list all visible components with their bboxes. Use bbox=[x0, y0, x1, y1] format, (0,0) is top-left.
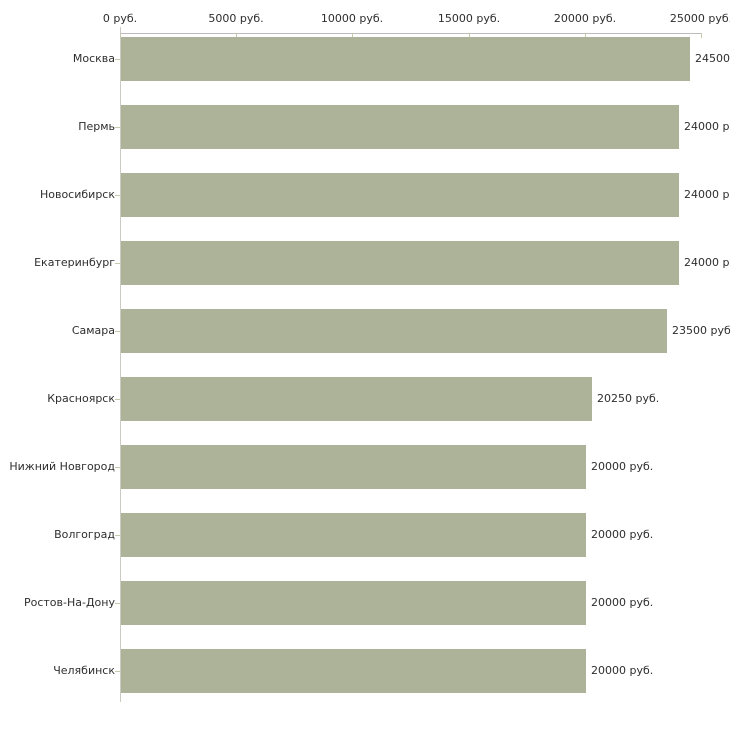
bar-value-label: 20000 руб. bbox=[591, 460, 654, 473]
bar bbox=[121, 105, 679, 149]
y-axis-line bbox=[120, 27, 121, 702]
bar-value-label: 24000 руб. bbox=[684, 256, 730, 269]
x-axis-tick-label: 25000 руб. bbox=[669, 12, 730, 25]
category-tick bbox=[115, 263, 120, 264]
category-tick bbox=[115, 331, 120, 332]
x-axis-tick-label: 15000 руб. bbox=[437, 12, 501, 25]
category-label: Волгоград bbox=[54, 528, 115, 541]
x-axis-tick-label: 5000 руб. bbox=[208, 12, 264, 25]
category-tick bbox=[115, 535, 120, 536]
x-axis-line bbox=[120, 33, 701, 34]
bar bbox=[121, 241, 679, 285]
bar bbox=[121, 37, 690, 81]
bar-value-label: 24000 руб. bbox=[684, 120, 730, 133]
bar bbox=[121, 513, 586, 557]
bar bbox=[121, 445, 586, 489]
bar-value-label: 20000 руб. bbox=[591, 528, 654, 541]
bar-value-label: 24500 руб. bbox=[695, 52, 730, 65]
x-axis-tick-label: 0 руб. bbox=[102, 12, 138, 25]
bar-value-label: 20000 руб. bbox=[591, 596, 654, 609]
bar bbox=[121, 309, 667, 353]
x-axis-tick bbox=[585, 33, 586, 38]
x-axis-tick-label: 10000 руб. bbox=[320, 12, 384, 25]
category-label: Самара bbox=[71, 324, 115, 337]
category-label: Пермь bbox=[78, 120, 115, 133]
bar-value-label: 23500 руб. bbox=[672, 324, 730, 337]
category-tick bbox=[115, 127, 120, 128]
category-tick bbox=[115, 467, 120, 468]
bar bbox=[121, 173, 679, 217]
category-label: Красноярск bbox=[47, 392, 115, 405]
category-tick bbox=[115, 195, 120, 196]
category-label: Новосибирск bbox=[39, 188, 115, 201]
bar bbox=[121, 377, 592, 421]
category-tick bbox=[115, 603, 120, 604]
category-tick bbox=[115, 399, 120, 400]
bar bbox=[121, 581, 586, 625]
x-axis-tick bbox=[352, 33, 353, 38]
x-axis-tick bbox=[701, 33, 702, 38]
category-label: Ростов-На-Дону bbox=[23, 596, 115, 609]
bar-value-label: 20000 руб. bbox=[591, 664, 654, 677]
bar-value-label: 20250 руб. bbox=[597, 392, 660, 405]
category-label: Екатеринбург bbox=[34, 256, 115, 269]
category-label: Москва bbox=[72, 52, 115, 65]
x-axis-tick bbox=[469, 33, 470, 38]
bar bbox=[121, 649, 586, 693]
category-label: Челябинск bbox=[53, 664, 115, 677]
x-axis-tick bbox=[120, 33, 121, 38]
category-label: Нижний Новгород bbox=[9, 460, 115, 473]
category-tick bbox=[115, 59, 120, 60]
x-axis-tick-label: 20000 руб. bbox=[553, 12, 617, 25]
x-axis-tick bbox=[236, 33, 237, 38]
bar-value-label: 24000 руб. bbox=[684, 188, 730, 201]
category-tick bbox=[115, 671, 120, 672]
